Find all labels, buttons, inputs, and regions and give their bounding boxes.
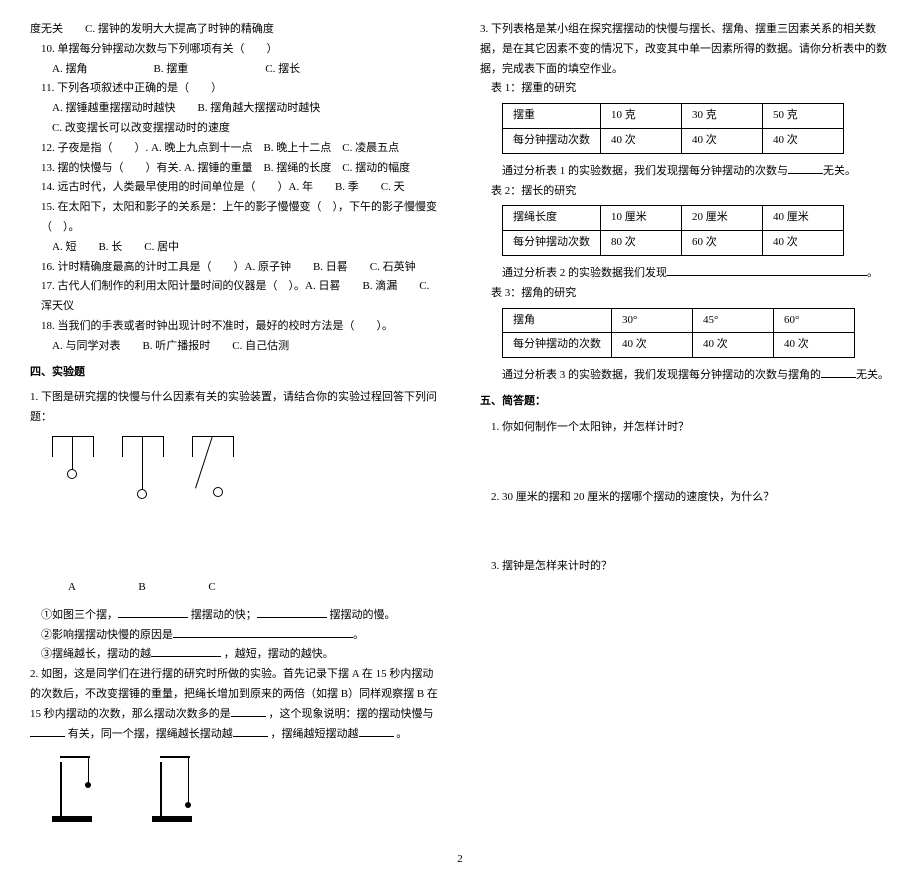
section-4-head: 四、实验题 xyxy=(30,363,440,383)
table-1: 摆重10 克30 克50 克 每分钟摆动次数40 次40 次40 次 xyxy=(502,103,844,154)
pendulum-b xyxy=(122,436,162,506)
right-column: 3. 下列表格是某小组在探究摆摆动的快慢与摆长、摆角、摆重三因素关系的相关数据，… xyxy=(480,20,890,830)
q16: 16. 计时精确度最高的计时工具是（ ）A. 原子钟 B. 日晷 C. 石英钟 xyxy=(30,258,440,278)
q14: 14. 远古时代，人类最早使用的时间单位是（ ）A. 年 B. 季 C. 天 xyxy=(30,178,440,198)
q10: 10. 单摆每分钟摆动次数与下列哪项有关（ ） xyxy=(30,40,440,60)
exp1-q2: ②影响摆摆动快慢的原因是。 xyxy=(30,626,440,646)
pendulum-a xyxy=(52,436,92,506)
t2-conclusion: 通过分析表 2 的实验数据我们发现。 xyxy=(480,264,890,284)
left-column: 度无关 C. 摆钟的发明大大提高了时钟的精确度 10. 单摆每分钟摆动次数与下列… xyxy=(30,20,440,830)
q3-intro: 3. 下列表格是某小组在探究摆摆动的快慢与摆长、摆角、摆重三因素关系的相关数据，… xyxy=(480,20,890,79)
q15-opts: A. 短 B. 长 C. 居中 xyxy=(30,238,440,258)
pendulum-label-a: A xyxy=(52,578,92,598)
q12: 12. 子夜是指（ ）. A. 晚上九点到十一点 B. 晚上十二点 C. 凌晨五… xyxy=(30,139,440,159)
q18-opts: A. 与同学对表 B. 听广播报时 C. 自己估测 xyxy=(30,337,440,357)
pendulum-figure: A B C xyxy=(30,436,440,598)
q15: 15. 在太阳下，太阳和影子的关系是：上午的影子慢慢变（ ），下午的影子慢慢变（… xyxy=(30,198,440,238)
pendulum-c xyxy=(192,436,232,506)
stand-a xyxy=(52,752,112,822)
page-number: 2 xyxy=(30,850,890,870)
q11: 11. 下列各项叙述中正确的是（ ） xyxy=(30,79,440,99)
q17: 17. 古代人们制作的利用太阳计量时间的仪器是（ ）。A. 日晷 B. 滴漏 C… xyxy=(30,277,440,317)
sa3: 3. 摆钟是怎样来计时的？ xyxy=(480,557,890,577)
table-2: 摆绳长度10 厘米20 厘米40 厘米 每分钟摆动次数80 次60 次40 次 xyxy=(502,205,844,256)
text-line: 度无关 C. 摆钟的发明大大提高了时钟的精确度 xyxy=(30,20,440,40)
q18: 18. 当我们的手表或者时钟出现计时不准时，最好的校时方法是（ ）。 xyxy=(30,317,440,337)
stand-b xyxy=(152,752,212,822)
q11-b: C. 改变摆长可以改变摆摆动时的速度 xyxy=(30,119,440,139)
t3-title: 表 3：摆角的研究 xyxy=(480,284,890,304)
table-3: 摆角30°45°60° 每分钟摆动的次数40 次40 次40 次 xyxy=(502,308,855,359)
sa1: 1. 你如何制作一个太阳钟，并怎样计时？ xyxy=(480,418,890,438)
t1-conclusion: 通过分析表 1 的实验数据，我们发现摆每分钟摆动的次数与无关。 xyxy=(480,162,890,182)
exp1-q1: ①如图三个摆， 摆摆动的快； 摆摆动的慢。 xyxy=(30,606,440,626)
exp2-text: 2. 如图，这是同学们在进行摆的研究时所做的实验。首先记录下摆 A 在 15 秒… xyxy=(30,665,440,744)
q10-opts: A. 摆角 B. 摆重 C. 摆长 xyxy=(30,60,440,80)
q11-a: A. 摆锤越重摆摆动时越快 B. 摆角越大摆摆动时越快 xyxy=(30,99,440,119)
pendulum-label-c: C xyxy=(192,578,232,598)
stand-figure xyxy=(30,752,440,822)
section-5-head: 五、简答题： xyxy=(480,392,890,412)
exp1-text: 1. 下图是研究摆的快慢与什么因素有关的实验装置，请结合你的实验过程回答下列问题… xyxy=(30,388,440,428)
t1-title: 表 1：摆重的研究 xyxy=(480,79,890,99)
t3-conclusion: 通过分析表 3 的实验数据，我们发现摆每分钟摆动的次数与摆角的无关。 xyxy=(480,366,890,386)
t2-title: 表 2：摆长的研究 xyxy=(480,182,890,202)
exp1-q3: ③摆绳越长，摆动的越 ，越短，摆动的越快。 xyxy=(30,645,440,665)
pendulum-label-b: B xyxy=(122,578,162,598)
q13: 13. 摆的快慢与（ ）有关. A. 摆锤的重量 B. 摆绳的长度 C. 摆动的… xyxy=(30,159,440,179)
sa2: 2. 30 厘米的摆和 20 厘米的摆哪个摆动的速度快，为什么？ xyxy=(480,488,890,508)
